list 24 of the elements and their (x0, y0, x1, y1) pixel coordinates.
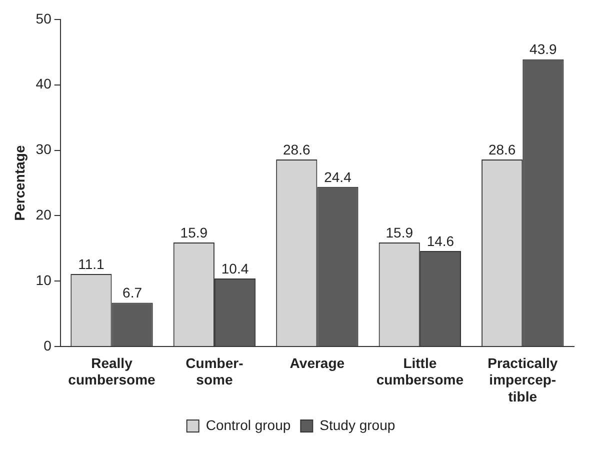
y-tick-label: 40 (36, 76, 52, 92)
data-label: 15.9 (180, 224, 208, 240)
legend-label: Study group (320, 416, 396, 433)
data-label: 11.1 (78, 256, 105, 272)
y-tick-label: 50 (36, 10, 52, 26)
data-label: 28.6 (488, 141, 516, 158)
data-label: 28.6 (283, 141, 310, 158)
data-label: 14.6 (426, 232, 454, 249)
data-label: 10.4 (221, 260, 249, 276)
y-tick-label: 20 (36, 206, 52, 223)
data-label: 15.9 (386, 224, 414, 240)
x-tick-label: Little cumbersome (376, 354, 464, 388)
y-axis-title: Percentage (11, 145, 28, 221)
x-tick-label: Really cumbersome (68, 354, 156, 388)
x-tick-label: Practically impercep- tible (488, 354, 558, 404)
x-tick-label: Cumber- some (186, 354, 244, 388)
y-tick-label: 10 (36, 272, 52, 288)
data-label: 43.9 (530, 41, 558, 58)
x-tick-label: Average (290, 354, 345, 371)
data-label: 24.4 (324, 168, 352, 185)
y-tick-label: 0 (44, 337, 52, 354)
legend-label: Control group (206, 416, 291, 433)
data-label: 6.7 (122, 284, 142, 301)
y-tick-label: 30 (36, 141, 52, 158)
